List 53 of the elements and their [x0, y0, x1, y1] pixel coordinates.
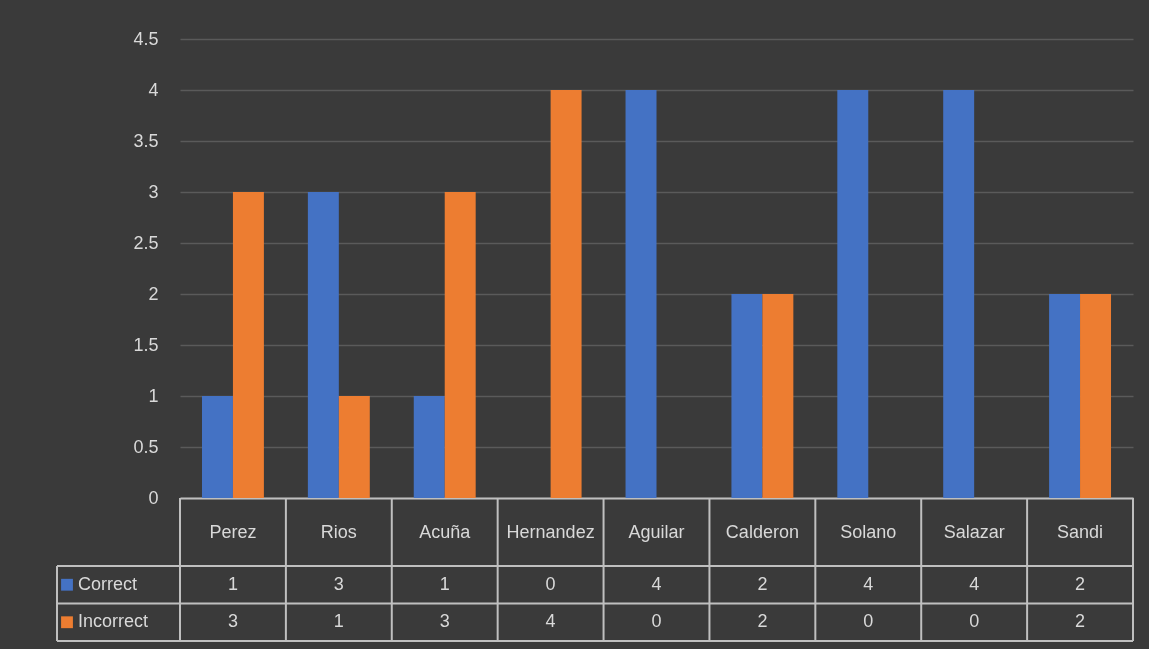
bar — [731, 294, 763, 498]
x-tick-label: Salazar — [943, 521, 1005, 542]
y-tick-label: 3.5 — [133, 130, 159, 151]
data-label: 0 — [969, 611, 980, 632]
bar — [550, 90, 582, 498]
data-label: 0 — [651, 611, 662, 632]
bar — [444, 192, 476, 498]
x-tick-label: Rios — [320, 521, 357, 542]
data-label: 2 — [757, 611, 768, 632]
legend-label: Correct — [78, 573, 138, 594]
data-label: 3 — [333, 573, 344, 594]
bar — [307, 192, 339, 498]
y-tick-label: 0.5 — [133, 436, 159, 457]
x-tick-label: Sandi — [1057, 521, 1104, 542]
bar — [625, 90, 657, 498]
data-label: 3 — [439, 611, 450, 632]
data-label: 1 — [333, 611, 344, 632]
y-tick-label: 1 — [148, 385, 159, 406]
bar — [1080, 294, 1112, 498]
y-tick-label: 0 — [148, 487, 159, 508]
data-label: 1 — [227, 573, 238, 594]
bar — [413, 396, 445, 498]
data-label: 4 — [863, 573, 874, 594]
x-tick-label: Calderon — [725, 521, 799, 542]
y-tick-label: 2.5 — [133, 232, 159, 253]
data-label: 3 — [227, 611, 238, 632]
x-tick-label: Acuña — [419, 521, 472, 542]
bar — [201, 396, 233, 498]
y-tick-label: 3 — [148, 181, 159, 202]
bar — [1049, 294, 1081, 498]
y-tick-label: 4 — [148, 79, 159, 100]
data-label: 4 — [651, 573, 662, 594]
bar — [762, 294, 794, 498]
y-tick-label: 2 — [148, 283, 159, 304]
bar — [837, 90, 869, 498]
legend-label: Incorrect — [78, 611, 149, 632]
x-tick-label: Perez — [209, 521, 257, 542]
data-label: 4 — [969, 573, 980, 594]
bar — [338, 396, 370, 498]
x-tick-label: Solano — [840, 521, 897, 542]
bar — [232, 192, 264, 498]
y-tick-label: 1.5 — [133, 334, 159, 355]
x-tick-label: Aguilar — [628, 521, 685, 542]
data-label: 2 — [1075, 573, 1086, 594]
data-label: 4 — [545, 611, 556, 632]
bar — [943, 90, 975, 498]
data-label: 0 — [545, 573, 556, 594]
x-tick-label: Hernandez — [506, 521, 595, 542]
data-label: 1 — [439, 573, 450, 594]
data-label: 2 — [1075, 611, 1086, 632]
y-tick-label: 4.5 — [133, 28, 159, 49]
data-label: 2 — [757, 573, 768, 594]
data-label: 0 — [863, 611, 874, 632]
